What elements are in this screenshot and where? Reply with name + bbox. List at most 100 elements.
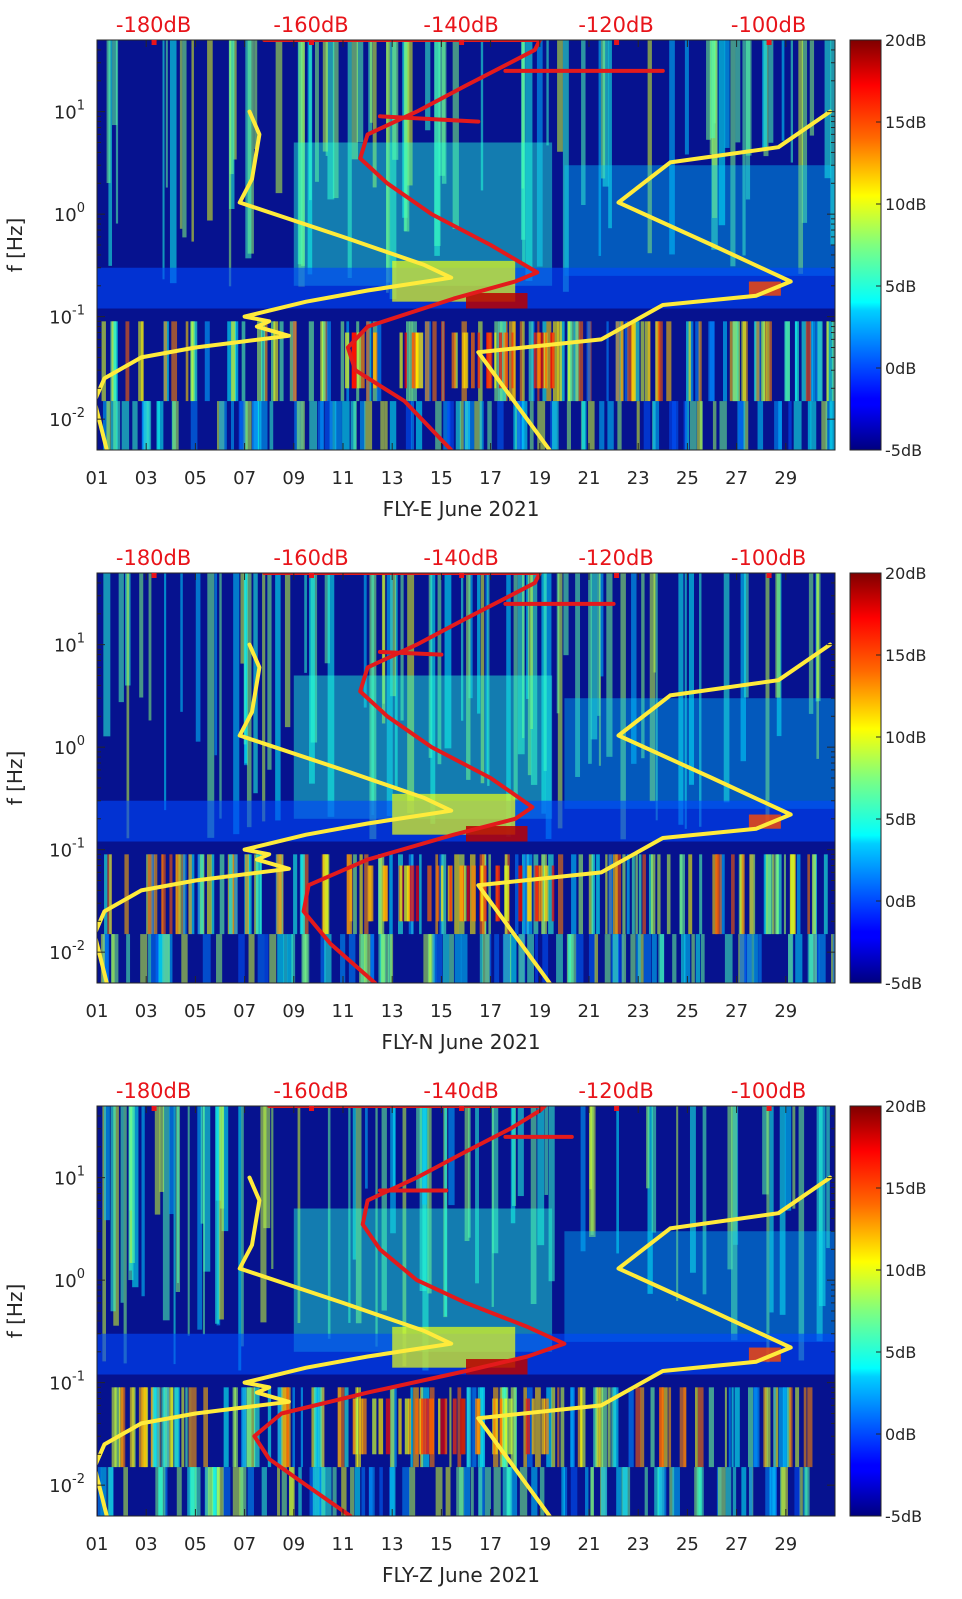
texture-column — [556, 934, 563, 983]
texture-column — [511, 332, 514, 389]
texture-column — [346, 854, 351, 935]
texture-streak — [245, 40, 252, 259]
texture-streak — [355, 1106, 362, 1324]
texture-column — [424, 1398, 427, 1455]
x-tick-label: 19 — [528, 468, 551, 489]
texture-streak — [191, 40, 194, 242]
texture-column — [642, 854, 646, 935]
texture-column — [568, 321, 574, 402]
texture-streak — [646, 1106, 650, 1189]
texture-column — [809, 321, 814, 402]
texture-column — [427, 865, 432, 922]
texture-column — [341, 1467, 347, 1516]
y-tick-label: 10-1 — [49, 304, 85, 329]
texture-streak — [309, 573, 315, 784]
x-tick-label: 27 — [725, 1534, 748, 1555]
texture-column — [356, 1387, 362, 1468]
texture-column — [586, 321, 591, 402]
texture-column — [369, 1467, 375, 1516]
texture-column — [633, 321, 640, 402]
db-scale-marker — [151, 40, 157, 45]
texture-streak — [218, 1106, 224, 1320]
texture-column — [169, 854, 173, 935]
texture-column — [644, 1467, 648, 1516]
texture-streak — [416, 1106, 423, 1191]
texture-column — [231, 401, 235, 450]
texture-streak — [365, 1106, 368, 1189]
texture-column — [188, 854, 192, 935]
texture-streak — [808, 573, 814, 714]
texture-streak — [375, 1106, 378, 1347]
texture-column — [462, 332, 465, 389]
texture-column — [531, 1398, 535, 1455]
texture-column — [263, 321, 268, 402]
texture-streak — [215, 1106, 220, 1324]
texture-column — [789, 854, 796, 935]
texture-column — [631, 321, 636, 402]
texture-column — [197, 854, 201, 935]
texture-streak — [526, 573, 529, 699]
spectrogram-panel-fly-e: 01 03 05 07 09 11 13 15 17 19 21 23 25 27 29 101 100 10-1… — [0, 0, 962, 533]
texture-column — [607, 401, 614, 450]
texture-column — [650, 1387, 655, 1468]
texture-column — [444, 1398, 448, 1455]
texture-column — [805, 321, 812, 402]
db-scale-label: -120dB — [578, 13, 653, 37]
db-scale-label: -160dB — [273, 546, 348, 570]
texture-column — [405, 321, 411, 402]
texture-column — [185, 321, 189, 402]
texture-streak — [263, 1106, 271, 1229]
texture-column — [419, 854, 422, 935]
chart-svg: 01 03 05 07 09 11 13 15 17 19 21 23 25 27 29 101 100 10-1… — [3, 13, 927, 521]
series-ambient-noise-model-right — [476, 642, 833, 983]
texture-streak — [631, 573, 637, 764]
texture-column — [111, 1387, 117, 1468]
texture-streak — [394, 573, 398, 790]
texture-streak — [392, 40, 399, 160]
colorbar-tick-label: 0dB — [885, 1425, 916, 1444]
texture-column — [535, 934, 539, 983]
y-tick-label: 100 — [54, 734, 85, 759]
texture-column — [487, 332, 493, 389]
texture-streak — [267, 573, 272, 770]
texture-column — [763, 854, 767, 935]
texture-column — [389, 1387, 395, 1468]
texture-column — [548, 854, 554, 935]
texture-column — [219, 854, 225, 935]
texture-column — [615, 854, 622, 935]
texture-column — [724, 934, 733, 983]
texture-column — [712, 854, 718, 935]
texture-column — [638, 934, 644, 983]
texture-streak — [348, 1106, 351, 1323]
texture-column — [624, 321, 629, 402]
texture-column — [410, 401, 414, 450]
texture-column — [292, 1387, 296, 1468]
texture-streak — [129, 1106, 132, 1211]
colorbar-tick-label: 0dB — [885, 892, 916, 911]
colorbar-tick-label: 5dB — [885, 277, 916, 296]
texture-streak — [123, 1106, 127, 1364]
texture-column — [399, 865, 403, 922]
texture-column — [652, 401, 660, 450]
texture-column — [466, 865, 470, 922]
texture-band — [748, 281, 781, 296]
x-tick-label: 29 — [774, 1534, 797, 1555]
texture-column — [235, 321, 239, 402]
texture-streak — [297, 1106, 301, 1324]
x-tick-label: 07 — [233, 1534, 256, 1555]
texture-streak — [477, 573, 481, 714]
y-tick-label: 101 — [54, 99, 85, 124]
texture-column — [309, 401, 318, 450]
texture-streak — [792, 1106, 796, 1209]
texture-column — [332, 1467, 337, 1516]
texture-column — [125, 321, 130, 402]
texture-streak — [464, 1106, 470, 1242]
texture-streak — [517, 573, 525, 755]
texture-column — [509, 1467, 518, 1516]
texture-column — [580, 1387, 583, 1468]
texture-column — [560, 1387, 565, 1468]
texture-column — [537, 401, 546, 450]
texture-column — [348, 934, 356, 983]
texture-column — [168, 934, 173, 983]
texture-column — [384, 401, 388, 450]
